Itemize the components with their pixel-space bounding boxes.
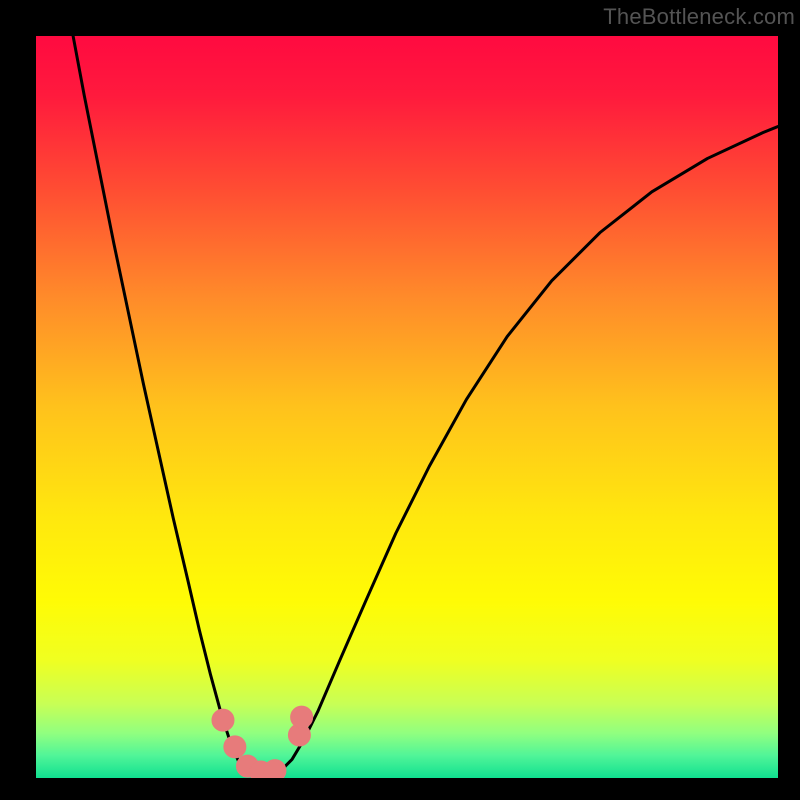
marker-point xyxy=(291,706,313,728)
marker-point xyxy=(212,709,234,731)
marker-point xyxy=(224,736,246,758)
plot-area xyxy=(36,36,778,778)
marker-point xyxy=(264,760,286,778)
chart-svg xyxy=(36,36,778,778)
watermark-text: TheBottleneck.com xyxy=(603,4,795,30)
